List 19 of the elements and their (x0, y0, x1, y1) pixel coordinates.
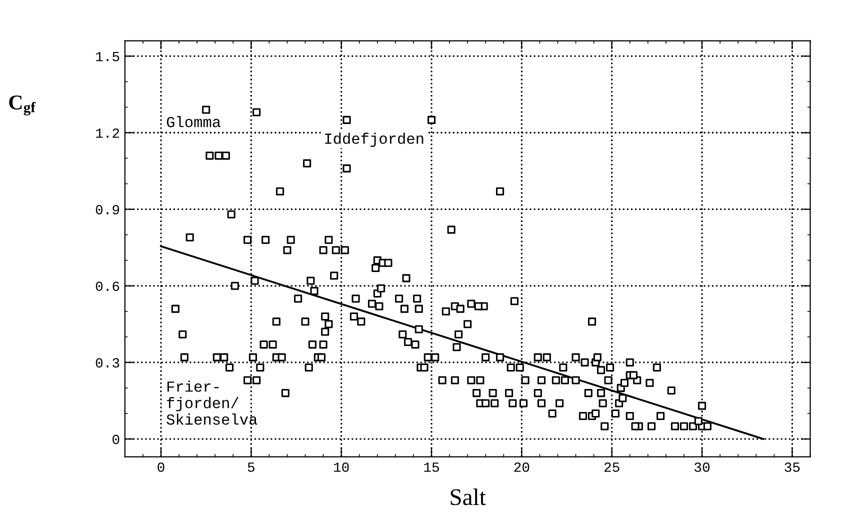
annotation: Iddefjorden (325, 132, 424, 147)
x-tick-label: 25 (604, 462, 620, 472)
x-tick-label: 30 (694, 462, 710, 472)
annotation: Frier- fjorden/ Skienselva (166, 380, 258, 425)
x-tick-label: 10 (334, 462, 349, 472)
y-tick-label: 0.3 (96, 358, 120, 368)
x-tick-label: 0 (158, 462, 164, 472)
x-tick-label: 15 (424, 462, 439, 472)
x-axis-title: Salt (450, 488, 486, 506)
x-tick-label: 5 (248, 462, 254, 472)
x-tick-label: 20 (514, 462, 530, 472)
annotation: Glomma (166, 116, 221, 128)
y-tick-label: 0 (112, 434, 120, 444)
y-tick-label: 0.9 (96, 205, 120, 214)
y-tick-label: 1.2 (96, 128, 120, 138)
y-tick-label: 0.6 (96, 282, 120, 292)
y-axis-title: C$_{gf}$ (9, 95, 36, 116)
y-tick-label: 1.5 (96, 52, 120, 62)
x-tick-label: 35 (784, 462, 800, 472)
